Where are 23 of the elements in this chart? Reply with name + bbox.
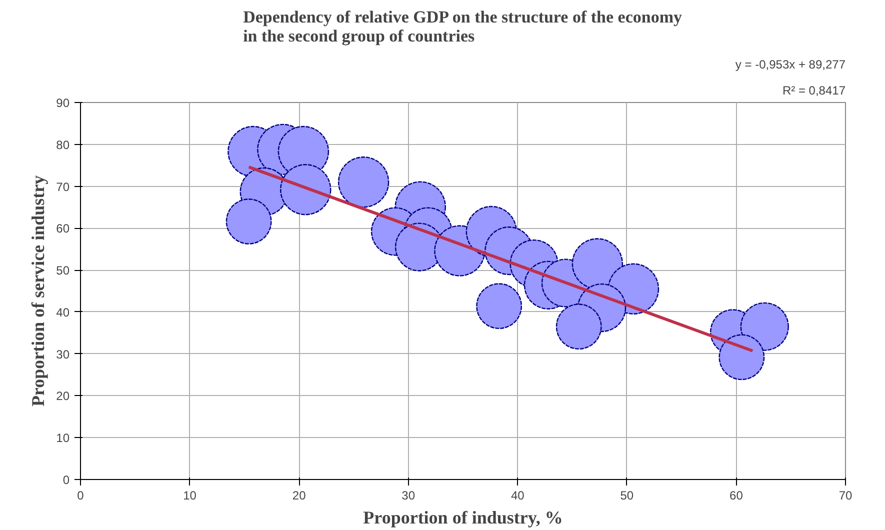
x-tick-label: 10 bbox=[183, 488, 197, 502]
text: y = -0,953x + 89,277 bbox=[735, 58, 846, 72]
x-tick-label: 0 bbox=[77, 488, 84, 502]
x-tick-label: 50 bbox=[620, 488, 634, 502]
y-tick-label: 60 bbox=[56, 222, 70, 236]
y-tick-label: 70 bbox=[56, 180, 70, 194]
y-axis-title: Proportion of service industry bbox=[28, 175, 48, 407]
y-tick-label: 20 bbox=[56, 389, 70, 404]
x-axis-title: Proportion of industry, % bbox=[363, 508, 563, 528]
y-tick-label: 30 bbox=[56, 347, 70, 362]
x-tick-label: 30 bbox=[402, 488, 416, 502]
x-tick-label: 40 bbox=[510, 488, 525, 502]
x-tick-label: 20 bbox=[292, 488, 306, 502]
y-tick-label: 0 bbox=[62, 473, 70, 487]
y-tick-label: 40 bbox=[56, 305, 70, 320]
y-tick-label: 90 bbox=[56, 96, 70, 110]
text: R² = 0,8417 bbox=[782, 84, 846, 98]
x-tick-label: 70 bbox=[838, 488, 852, 502]
y-tick-label: 50 bbox=[56, 264, 70, 278]
y-tick-label: 80 bbox=[56, 138, 70, 152]
x-tick-label: 60 bbox=[730, 488, 744, 502]
chart-title: Dependency of relative GDP on the structure of the economy in the second group of countries bbox=[243, 8, 682, 46]
y-tick-label: 10 bbox=[56, 431, 70, 446]
